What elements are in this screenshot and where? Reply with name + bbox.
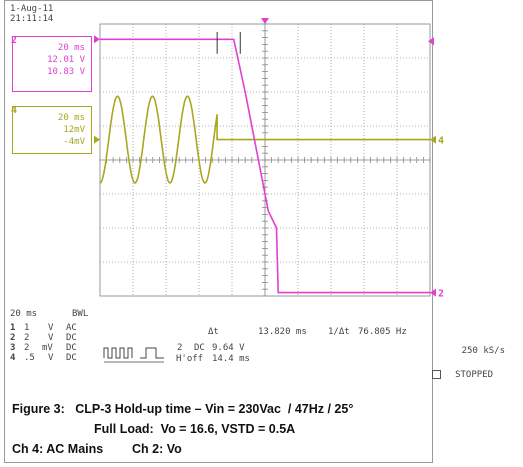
caption-line-3b: Ch 2: Vo [132, 442, 182, 456]
ch4-info-box: 4 20 ms 12mV -4mV [11, 105, 92, 154]
ch2-unit: V [48, 333, 54, 343]
timebase-label: 20 ms [10, 309, 38, 319]
ch1-scale: 1 [24, 323, 30, 333]
ch2-coupling: DC [66, 333, 77, 343]
trigger-position-icon [261, 18, 269, 24]
caption-line-1: Figure 3: CLP-3 Hold-up time – Vin = 230… [12, 402, 354, 416]
trigger-channel: 2 [177, 343, 183, 353]
sample-rate: 250 kS/s [461, 346, 505, 356]
ch4-ground-marker-label: 4 [438, 136, 444, 147]
holdoff-label: H'off [176, 354, 204, 364]
ch3-scale: 2 [24, 343, 30, 353]
ch4-scale: 20 ms [57, 113, 85, 123]
trigger-coupling: DC [194, 343, 205, 353]
trigger-level: 9.64 V [212, 343, 245, 353]
ch3-coupling: DC [66, 343, 77, 353]
delta-t-label: Δt [208, 327, 219, 337]
caption-line-3a: Ch 4: AC Mains [12, 442, 104, 456]
ch4-coupling: DC [66, 353, 77, 363]
ch2-vo-trace [100, 38, 430, 294]
inv-delta-t-value: 76.805 Hz [358, 327, 407, 337]
ch1-coupling: AC [66, 323, 77, 333]
ch2-v1: 12.01 V [47, 55, 85, 65]
ch3-unit: mV [42, 343, 53, 353]
ch2-scale: 20 ms [57, 43, 85, 53]
ch4-scale-row: .5 [24, 353, 35, 363]
ch2-ground-marker-icon [430, 288, 436, 297]
ch4-ac-mains-trace [99, 95, 430, 184]
ch4-v2: -4mV [63, 137, 85, 147]
delta-t-value: 13.820 ms [258, 327, 307, 337]
ch2-tag: 2 [11, 35, 18, 46]
date-label: 1-Aug-11 [10, 4, 54, 14]
inv-delta-t-label: 1/Δt [328, 327, 350, 337]
time-label: 21:11:14 [10, 14, 54, 24]
ch2-trigger-level-icon [428, 37, 434, 46]
ch4-left-marker-icon [94, 135, 100, 144]
ch2-scale-row: 2 [24, 333, 30, 343]
caption-line-2: Full Load: Vo = 16.6, VSTD = 0.5A [94, 422, 296, 436]
ch2-left-marker-icon [94, 35, 100, 44]
bwl-label: BWL [72, 309, 89, 319]
ch4-v1: 12mV [63, 125, 85, 135]
ch4-tag: 4 [11, 105, 18, 116]
acquisition-status: STOPPED [455, 370, 493, 380]
trigger-edge-icon [140, 347, 164, 359]
stop-indicator-icon [432, 370, 441, 379]
pulse-width-icon [103, 347, 133, 359]
ch2-ground-marker-label: 2 [438, 289, 444, 300]
ch2-v2: 10.83 V [47, 67, 85, 77]
ch1-unit: V [48, 323, 54, 333]
ch4-unit: V [48, 353, 54, 363]
ch3-num: 3 [10, 343, 16, 353]
ch4-num: 4 [10, 353, 16, 363]
ch1-num: 1 [10, 323, 16, 333]
ch2-info-box: 2 20 ms 12.01 V 10.83 V [11, 35, 92, 92]
holdoff-value: 14.4 ms [212, 354, 250, 364]
ch4-ground-marker-icon [430, 135, 436, 144]
ch2-num: 2 [10, 333, 16, 343]
